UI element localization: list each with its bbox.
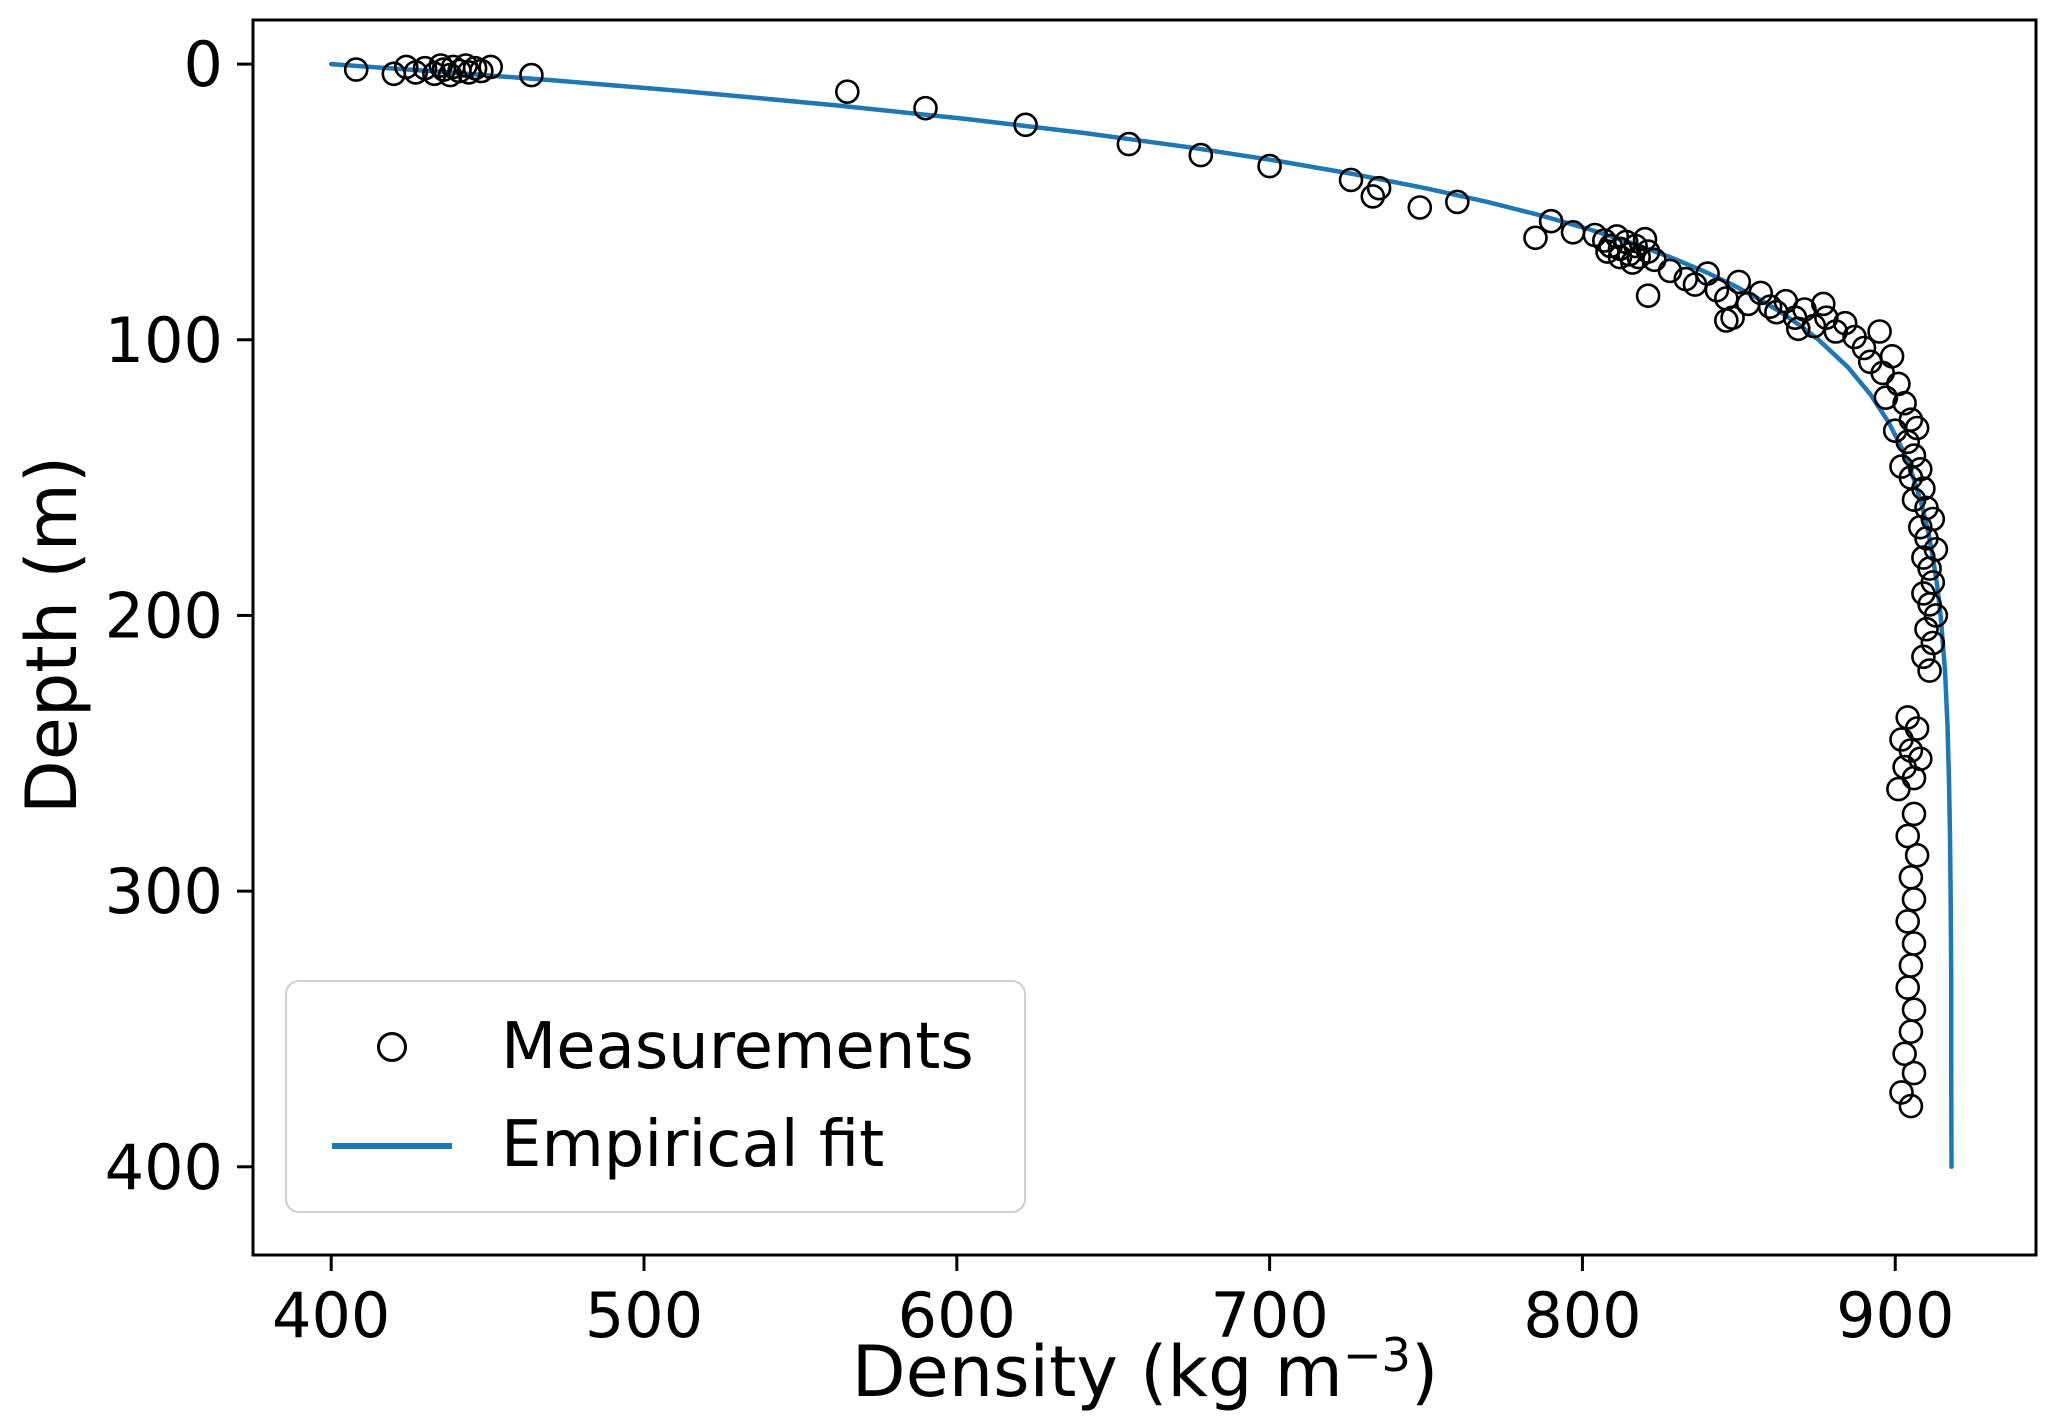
plot-border: [251, 18, 2038, 1257]
x-axis: 400 500 600 700 800 900: [272, 1255, 1954, 1352]
x-tick-label: 600: [898, 1279, 1016, 1352]
scatter-point: [1895, 823, 1920, 849]
scatter-point: [1892, 390, 1917, 416]
scatter-point: [834, 79, 860, 104]
scatter-point: [1538, 208, 1564, 234]
y-axis-label: Depth (m): [11, 455, 93, 815]
x-tick-label: 700: [1210, 1279, 1328, 1352]
x-tick-label: 400: [272, 1279, 390, 1352]
scatter-point: [1523, 225, 1548, 251]
legend: Measurements Empirical fit: [285, 980, 1026, 1213]
scatter-point: [1188, 142, 1214, 168]
y-tick-label: 300: [105, 855, 223, 928]
scatter-point: [1898, 953, 1924, 978]
scatter-point: [1914, 616, 1939, 642]
x-tick-label: 800: [1523, 1279, 1641, 1352]
scatter-point: [1338, 167, 1364, 193]
scatter-point: [1657, 258, 1683, 284]
scatter-point: [1898, 864, 1924, 890]
scatter-point: [1407, 195, 1433, 220]
scatter-point: [381, 61, 407, 87]
scatter-point: [1811, 291, 1836, 317]
scatter-point: [1898, 1019, 1924, 1044]
legend-item-empirical-fit: Empirical fit: [327, 1108, 974, 1183]
x-axis-label-main: Density (kg m: [851, 1331, 1343, 1413]
legend-label-empirical-fit: Empirical fit: [501, 1108, 885, 1183]
scatter-point: [1873, 385, 1899, 411]
y-tick-label: 200: [105, 579, 223, 652]
scatter-point: [1901, 887, 1927, 912]
y-axis: 0 100 200 300 400: [105, 28, 253, 1204]
scatter-point: [1360, 184, 1386, 209]
scatter-point: [1257, 153, 1282, 179]
scatter-point: [913, 95, 938, 121]
scatter-point: [1898, 407, 1924, 433]
scatter-point: [1901, 997, 1927, 1023]
scatter-point: [1445, 189, 1470, 215]
scatter-point: [1892, 1041, 1917, 1067]
scatter-point: [1901, 1060, 1927, 1086]
scatter-point: [1726, 269, 1752, 295]
x-tick-label: 900: [1836, 1279, 1954, 1352]
scatter-point: [1917, 658, 1942, 683]
scatter-point: [1898, 1093, 1924, 1119]
scatter-point: [1704, 277, 1730, 303]
scatter-point: [1895, 975, 1920, 1000]
scatter-point: [1635, 239, 1661, 264]
scatter-point: [1366, 175, 1392, 201]
scatter-point: [1901, 931, 1927, 956]
scatter-point: [1632, 226, 1658, 252]
legend-item-measurements: Measurements: [327, 1012, 974, 1082]
scatter-point: [1895, 909, 1920, 934]
scatter-point: [1720, 305, 1745, 331]
y-tick-label: 400: [105, 1131, 223, 1204]
scatter-point: [1901, 801, 1927, 827]
scatter-point: [1851, 335, 1877, 361]
scatter-point: [1911, 644, 1936, 670]
circle-marker-icon: [327, 1032, 457, 1063]
scatter-point: [1879, 343, 1905, 369]
line-marker-icon: [327, 1142, 457, 1149]
scatter-point: [1757, 294, 1783, 320]
y-tick-label: 0: [184, 28, 223, 101]
scatter-point: [478, 54, 504, 80]
scatter-point: [1635, 283, 1661, 309]
scatter-point: [343, 57, 369, 82]
scatter-point: [1901, 487, 1927, 513]
scatter-series: [343, 53, 1949, 1119]
x-axis-label: Density (kg m−3): [851, 1327, 1439, 1413]
scatter-point: [1917, 556, 1942, 581]
x-tick-label: 500: [585, 1279, 703, 1352]
scatter-point: [1116, 131, 1142, 157]
scatter-point: [519, 62, 544, 88]
scatter-point: [1013, 112, 1038, 138]
x-axis-label-superscript: −3: [1342, 1327, 1411, 1382]
scatter-point: [1867, 319, 1892, 344]
scatter-point: [1904, 415, 1930, 441]
scatter-point: [1908, 456, 1933, 482]
x-axis-label-close: ): [1410, 1331, 1439, 1413]
scatter-point: [1886, 776, 1911, 802]
legend-label-measurements: Measurements: [501, 1010, 974, 1084]
y-tick-label: 100: [105, 304, 223, 377]
scatter-point: [1904, 842, 1930, 868]
